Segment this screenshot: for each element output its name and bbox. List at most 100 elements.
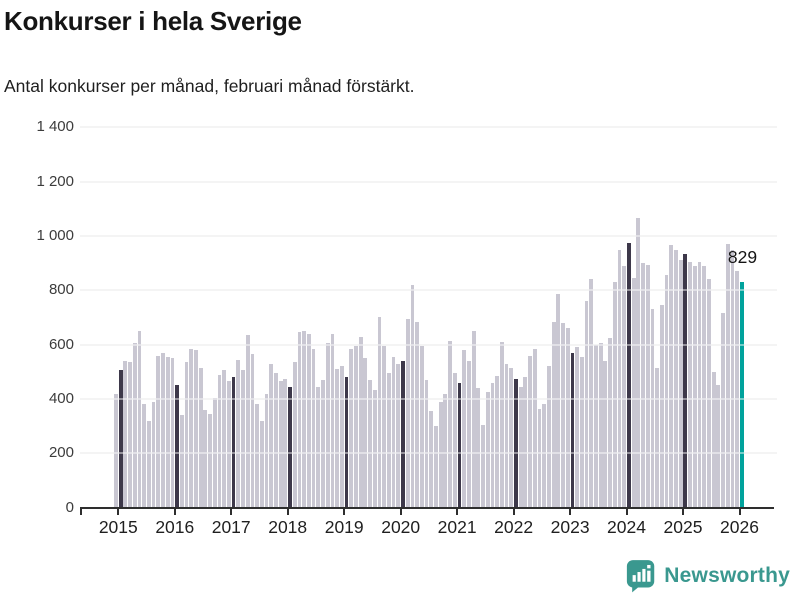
bar-2019-10 — [382, 346, 387, 508]
x-axis-tick-2025 — [682, 508, 684, 515]
gridline-1000 — [80, 234, 777, 237]
gridline-overlay-1000 — [80, 234, 777, 237]
bar-2023-06 — [589, 279, 594, 508]
bar-2025-03 — [688, 261, 692, 508]
bar-2016-01 — [170, 358, 175, 508]
gridline-200 — [80, 452, 777, 455]
bar-2022-10 — [551, 321, 556, 508]
y-axis-tick-label: 400 — [48, 389, 74, 407]
bar-2019-06 — [363, 358, 368, 508]
bar-2024-02 — [627, 242, 631, 508]
bar-2019-02 — [344, 377, 349, 508]
bar-2025-09 — [716, 385, 721, 508]
bar-2020-08 — [429, 411, 434, 508]
bar-2021-12 — [504, 363, 509, 508]
x-axis-year-label: 2022 — [494, 516, 534, 537]
y-axis-tick-label: 800 — [48, 281, 74, 299]
bar-2025-07 — [707, 279, 711, 508]
bar-2025-12 — [730, 249, 735, 508]
bar-2025-02 — [683, 253, 688, 508]
bar-2025-06 — [702, 265, 707, 508]
x-axis-year-label: 2017 — [211, 516, 251, 537]
bar-2023-05 — [584, 301, 589, 508]
bar-2016-02 — [175, 385, 180, 508]
bar-2020-04 — [410, 284, 415, 508]
bar-2023-01 — [565, 328, 570, 508]
bar-2017-12 — [278, 381, 283, 508]
bar-2017-03 — [236, 359, 241, 508]
bar-2015-11 — [161, 352, 165, 508]
x-axis-year-label: 2024 — [607, 516, 646, 537]
bar-2018-07 — [311, 348, 316, 508]
bar-2022-08 — [542, 404, 547, 508]
bar-2022-06 — [532, 348, 537, 508]
bar-2024-06 — [645, 264, 650, 508]
bar-2019-03 — [349, 348, 354, 508]
bar-2017-09 — [264, 393, 269, 508]
bar-2015-10 — [156, 355, 161, 508]
bar-2017-01 — [226, 381, 231, 508]
x-axis-tick-2018 — [286, 508, 289, 515]
bar-2023-09 — [603, 360, 608, 508]
x-axis-tick-2020 — [399, 508, 402, 515]
bar-2021-05 — [471, 331, 476, 508]
gridline-overlay-200 — [80, 452, 777, 455]
bar-2018-08 — [316, 386, 321, 508]
bar-2020-01 — [396, 363, 401, 508]
bar-2020-10 — [438, 401, 443, 508]
gridline-overlay-800 — [80, 289, 777, 292]
bar-2024-05 — [641, 263, 645, 508]
bar-2020-11 — [443, 393, 448, 508]
bar-2023-04 — [579, 356, 584, 508]
gridline-400 — [80, 397, 777, 400]
bar-2017-08 — [259, 420, 264, 508]
bar-2025-10 — [721, 313, 725, 508]
bar-2020-09 — [434, 426, 438, 508]
bar-2021-11 — [499, 341, 504, 508]
x-axis-year-label: 2018 — [268, 516, 308, 537]
bar-2019-12 — [391, 356, 396, 508]
bar-2017-05 — [245, 335, 250, 508]
bar-2019-01 — [339, 366, 344, 508]
bar-2015-08 — [146, 420, 151, 508]
bar-2023-12 — [617, 249, 622, 508]
bar-2021-09 — [490, 382, 495, 508]
bar-2017-04 — [241, 370, 245, 508]
bar-2023-08 — [598, 343, 603, 508]
bar-2016-03 — [179, 415, 184, 508]
y-axis-tick-label: 0 — [65, 498, 74, 516]
x-axis-tick-2017 — [230, 508, 233, 515]
bar-2017-06 — [250, 354, 255, 508]
bar-2022-09 — [547, 366, 551, 508]
bar-2020-03 — [405, 318, 410, 508]
bar-2021-04 — [467, 360, 471, 508]
x-axis-origin-tick — [80, 508, 82, 515]
bar-2022-12 — [561, 322, 565, 508]
bar-2023-11 — [612, 282, 617, 508]
y-axis-tick-label: 1 200 — [36, 172, 74, 190]
x-axis-year-label: 2025 — [663, 516, 703, 537]
bar-2015-12 — [165, 356, 170, 508]
gridline-1400 — [80, 126, 777, 129]
bar-2025-01 — [678, 260, 683, 508]
bar-2019-04 — [354, 346, 358, 508]
x-axis-tick-2015 — [117, 508, 120, 515]
bar-2020-06 — [419, 346, 424, 508]
bar-2019-05 — [358, 336, 363, 508]
chart-title: Konkurser i hela Sverige — [4, 6, 302, 36]
bar-2018-12 — [335, 369, 340, 508]
bar-2022-01 — [509, 367, 514, 508]
bar-2019-09 — [377, 317, 382, 508]
y-axis-tick-label: 1 400 — [36, 118, 74, 136]
bar-2018-09 — [321, 380, 325, 508]
bar-2017-10 — [269, 363, 274, 508]
x-axis-year-label: 2021 — [437, 516, 477, 537]
bar-2024-03 — [631, 278, 636, 508]
y-axis-tick-label: 200 — [48, 444, 74, 462]
bar-2021-06 — [476, 388, 481, 508]
bar-2015-03 — [123, 360, 128, 508]
bar-2018-10 — [325, 343, 330, 508]
bar-2022-04 — [523, 377, 528, 508]
newsworthy-logo: Newsworthy — [626, 559, 790, 593]
bar-2021-01 — [452, 373, 457, 508]
